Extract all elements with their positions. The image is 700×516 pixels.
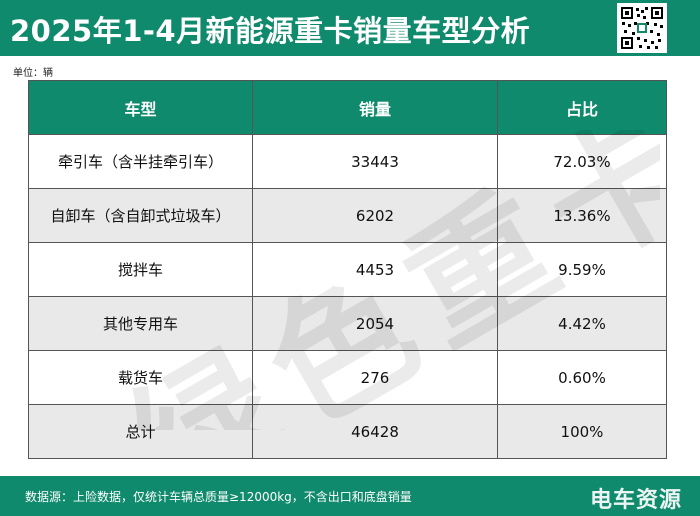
cell-sales: 33443	[252, 134, 498, 189]
table-row-total: 总计 46428 100%	[28, 404, 667, 459]
column-header-share: 占比	[497, 80, 667, 135]
page-title: 2025年1-4月新能源重卡销量车型分析	[10, 14, 531, 48]
cell-sales: 276	[252, 350, 498, 405]
table-row: 搅拌车 4453 9.59%	[28, 242, 667, 297]
cell-sales: 6202	[252, 188, 498, 243]
footer-bar: 数据源：上险数据，仅统计车辆总质量≥12000kg，不含出口和底盘销量 电车资源	[0, 476, 700, 516]
data-source-note: 数据源：上险数据，仅统计车辆总质量≥12000kg，不含出口和底盘销量	[25, 490, 412, 504]
column-header-model: 车型	[28, 80, 253, 135]
cell-sales: 46428	[252, 404, 498, 459]
column-header-sales: 销量	[252, 80, 498, 135]
cell-share: 72.03%	[497, 134, 667, 189]
sales-table: 车型 销量 占比 牵引车（含半挂牵引车） 33443 72.03% 自卸车（含自…	[28, 80, 667, 459]
cell-share: 9.59%	[497, 242, 667, 297]
cell-sales: 4453	[252, 242, 498, 297]
cell-model: 搅拌车	[28, 242, 253, 297]
unit-label: 单位：辆	[13, 68, 53, 79]
cell-model: 自卸车（含自卸式垃圾车）	[28, 188, 253, 243]
table-row: 载货车 276 0.60%	[28, 350, 667, 405]
cell-share: 100%	[497, 404, 667, 459]
cell-share: 13.36%	[497, 188, 667, 243]
header-bar: 2025年1-4月新能源重卡销量车型分析	[0, 0, 700, 56]
cell-model: 牵引车（含半挂牵引车）	[28, 134, 253, 189]
cell-share: 0.60%	[497, 350, 667, 405]
cell-model: 总计	[28, 404, 253, 459]
table-row: 牵引车（含半挂牵引车） 33443 72.03%	[28, 134, 667, 189]
table-header-row: 车型 销量 占比	[28, 80, 667, 135]
cell-sales: 2054	[252, 296, 498, 351]
cell-model: 载货车	[28, 350, 253, 405]
cell-model: 其他专用车	[28, 296, 253, 351]
brand-logo: 电车资源	[590, 488, 683, 513]
table-row: 自卸车（含自卸式垃圾车） 6202 13.36%	[28, 188, 667, 243]
cell-share: 4.42%	[497, 296, 667, 351]
qr-code-icon	[617, 3, 667, 53]
table-row: 其他专用车 2054 4.42%	[28, 296, 667, 351]
